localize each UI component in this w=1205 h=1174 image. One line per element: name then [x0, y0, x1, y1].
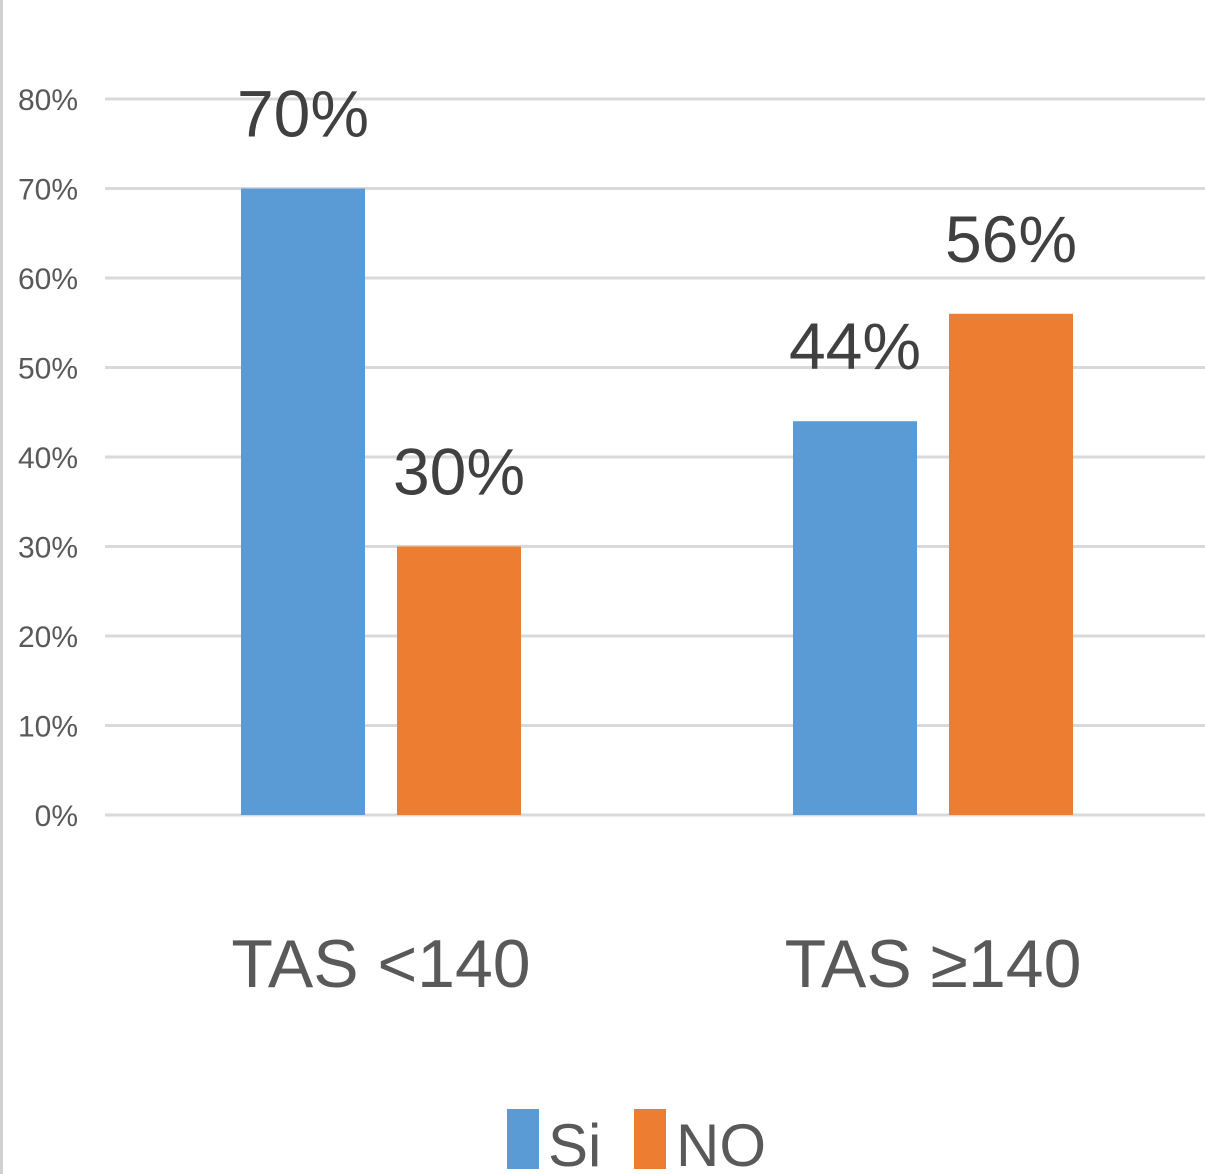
category-label: TAS ≥140	[785, 926, 1082, 1002]
x-axis-category-labels: TAS <140 TAS ≥140	[231, 926, 1081, 1002]
y-tick-label: 10%	[18, 711, 78, 744]
chart-left-border	[0, 0, 3, 1174]
bar-no-2	[949, 313, 1073, 815]
y-tick-label: 40%	[18, 442, 78, 475]
legend: Si NO	[507, 1109, 766, 1174]
y-tick-label: 80%	[18, 84, 78, 117]
data-label-si-1: 70%	[237, 77, 369, 151]
y-tick-label: 50%	[18, 353, 78, 386]
legend-swatch-si	[507, 1109, 539, 1169]
y-axis-tick-labels: 0% 10% 20% 30% 40% 50% 60% 70% 80%	[18, 84, 78, 833]
y-tick-label: 60%	[18, 263, 78, 296]
legend-label-no: NO	[676, 1112, 766, 1174]
data-label-no-1: 30%	[393, 435, 525, 509]
y-tick-label: 30%	[18, 532, 78, 565]
y-tick-label: 0%	[35, 800, 78, 833]
bar-si-2	[793, 421, 917, 815]
data-label-no-2: 56%	[945, 202, 1077, 276]
legend-swatch-no	[634, 1109, 666, 1169]
category-label: TAS <140	[231, 926, 530, 1002]
legend-label-si: Si	[548, 1112, 601, 1174]
bar-si-1	[241, 188, 365, 815]
data-labels: 70% 44% 30% 56%	[237, 77, 1077, 509]
bar-no-1	[397, 546, 521, 815]
data-label-si-2: 44%	[789, 309, 921, 383]
bars	[241, 188, 1073, 815]
y-tick-label: 20%	[18, 621, 78, 654]
y-tick-label: 70%	[18, 174, 78, 207]
